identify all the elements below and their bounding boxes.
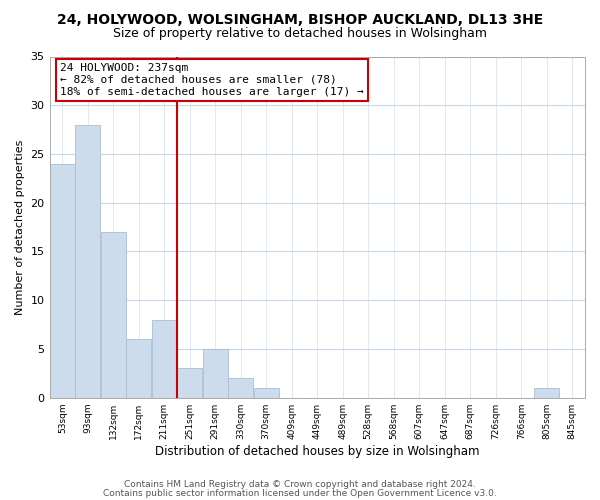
Bar [254, 388, 279, 398]
Text: 24, HOLYWOOD, WOLSINGHAM, BISHOP AUCKLAND, DL13 3HE: 24, HOLYWOOD, WOLSINGHAM, BISHOP AUCKLAN… [57, 12, 543, 26]
Text: 24 HOLYWOOD: 237sqm
← 82% of detached houses are smaller (78)
18% of semi-detach: 24 HOLYWOOD: 237sqm ← 82% of detached ho… [60, 64, 364, 96]
Bar [152, 320, 177, 398]
Text: Contains HM Land Registry data © Crown copyright and database right 2024.: Contains HM Land Registry data © Crown c… [124, 480, 476, 489]
Text: Size of property relative to detached houses in Wolsingham: Size of property relative to detached ho… [113, 28, 487, 40]
Y-axis label: Number of detached properties: Number of detached properties [15, 140, 25, 315]
Bar [534, 388, 559, 398]
Bar [126, 339, 151, 398]
Bar [50, 164, 75, 398]
Bar [101, 232, 126, 398]
Bar [75, 124, 100, 398]
Bar [228, 378, 253, 398]
Bar [177, 368, 202, 398]
X-axis label: Distribution of detached houses by size in Wolsingham: Distribution of detached houses by size … [155, 444, 479, 458]
Text: Contains public sector information licensed under the Open Government Licence v3: Contains public sector information licen… [103, 488, 497, 498]
Bar [203, 349, 228, 398]
